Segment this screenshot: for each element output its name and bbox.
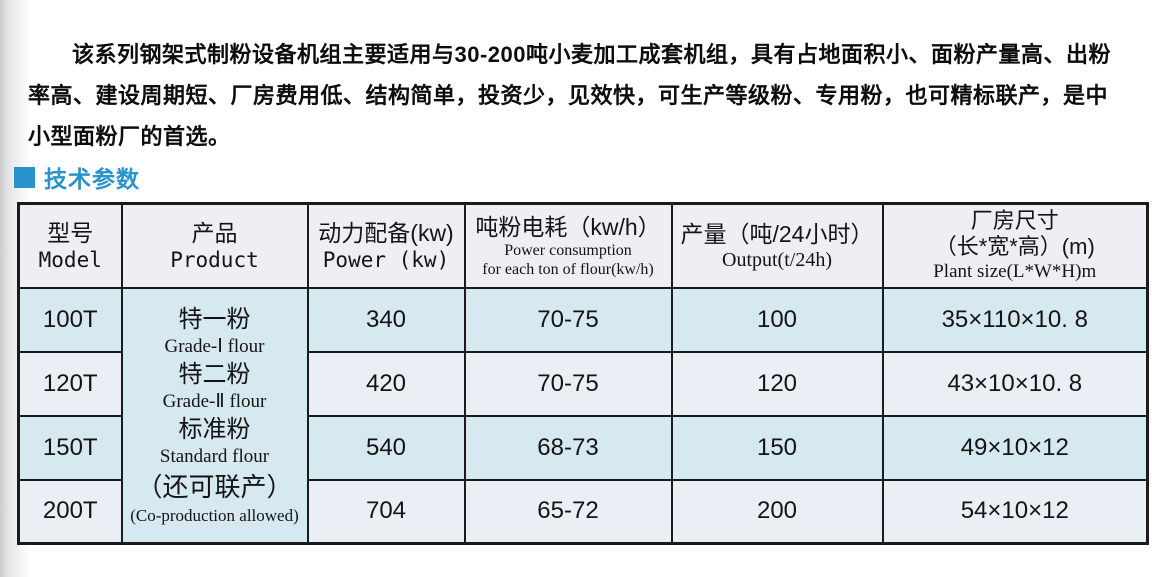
plant-size-cell: 49×10×12 [881, 414, 1149, 481]
product-line1-en: Grade-Ⅰ flour [164, 335, 265, 357]
consumption-cell: 65-72 [463, 478, 673, 545]
power-cell: 704 [306, 478, 466, 545]
table-header-row: 型号 Model 产品 Product 动力配备(kw) Power (kw) … [17, 202, 1149, 289]
table-row: 200T 704 65-72 200 54×10×12 [17, 478, 1149, 545]
header-consumption-en2: for each ton of flour(kw/h) [482, 260, 654, 278]
product-line2-en: Grade-Ⅱ flour [162, 390, 267, 412]
product-line1-zh: 特一粉 [178, 305, 251, 333]
plant-size-cell: 35×110×10. 8 [881, 286, 1149, 353]
power-cell: 420 [306, 350, 466, 417]
power-cell: 340 [306, 286, 466, 353]
model-cell: 200T [17, 478, 123, 545]
consumption-cell: 70-75 [463, 350, 673, 417]
output-cell: 100 [670, 286, 884, 353]
consumption-cell: 70-75 [463, 286, 673, 353]
header-model: 型号 Model [17, 202, 123, 289]
header-product-en: Product [170, 247, 259, 272]
section-heading: 技术参数 [14, 160, 140, 194]
output-cell: 150 [670, 414, 884, 481]
table-row: 100T 特一粉 Grade-Ⅰ flour 特二粉 Grade-Ⅱ flour… [17, 286, 1149, 545]
model-cell: 150T [17, 414, 123, 481]
header-consumption: 吨粉电耗（kw/h） Power consumption for each to… [463, 202, 673, 289]
header-power-en: Power (kw) [322, 247, 450, 272]
table-row: 150T 540 68-73 150 49×10×12 [17, 414, 1149, 481]
blue-square-icon [14, 166, 35, 188]
product-line2-zh: 特二粉 [178, 360, 251, 388]
header-product-zh: 产品 [191, 219, 238, 246]
power-cell: 540 [306, 414, 466, 481]
header-product: 产品 Product [120, 202, 309, 289]
header-power-zh: 动力配备(kw) [318, 219, 454, 246]
header-output-zh: 产量（吨/24小时） [680, 220, 874, 247]
header-plant-size: 厂房尺寸 （长*宽*高）(m) Plant size(L*W*H)m [881, 202, 1149, 289]
section-title: 技术参数 [44, 166, 140, 192]
model-cell: 120T [17, 350, 123, 417]
product-line3-en: Standard flour [159, 445, 270, 467]
product-line3-zh: 标准粉 [178, 415, 251, 443]
header-model-zh: 型号 [47, 219, 94, 246]
product-line4-zh: （还可联产） [136, 471, 293, 502]
plant-size-cell: 54×10×12 [881, 478, 1149, 545]
output-cell: 200 [670, 478, 884, 545]
header-output: 产量（吨/24小时） Output(t/24h) [670, 202, 884, 289]
table-row: 120T 420 70-75 120 43×10×10. 8 [17, 350, 1149, 417]
header-model-en: Model [38, 247, 102, 272]
header-consumption-zh: 吨粉电耗（kw/h） [475, 213, 661, 240]
header-power: 动力配备(kw) Power (kw) [306, 202, 466, 289]
header-consumption-en1: Power consumption [504, 241, 632, 259]
plant-size-cell: 43×10×10. 8 [881, 350, 1149, 417]
header-output-en: Output(t/24h) [722, 248, 832, 271]
product-line4-en: (Co-production allowed) [130, 505, 299, 525]
header-plant-zh1: 厂房尺寸 [970, 208, 1059, 234]
model-cell: 100T [17, 286, 123, 353]
header-plant-en: Plant size(L*W*H)m [933, 261, 1097, 283]
header-plant-zh2: （长*宽*高）(m) [934, 234, 1095, 260]
consumption-cell: 68-73 [463, 414, 673, 481]
output-cell: 120 [670, 350, 884, 417]
product-cell: 特一粉 Grade-Ⅰ flour 特二粉 Grade-Ⅱ flour 标准粉 … [120, 286, 309, 545]
intro-paragraph: 该系列钢架式制粉设备机组主要适用与30-200吨小麦加工成套机组，具有占地面积小… [28, 42, 1112, 149]
spec-table: 型号 Model 产品 Product 动力配备(kw) Power (kw) … [17, 202, 1149, 545]
